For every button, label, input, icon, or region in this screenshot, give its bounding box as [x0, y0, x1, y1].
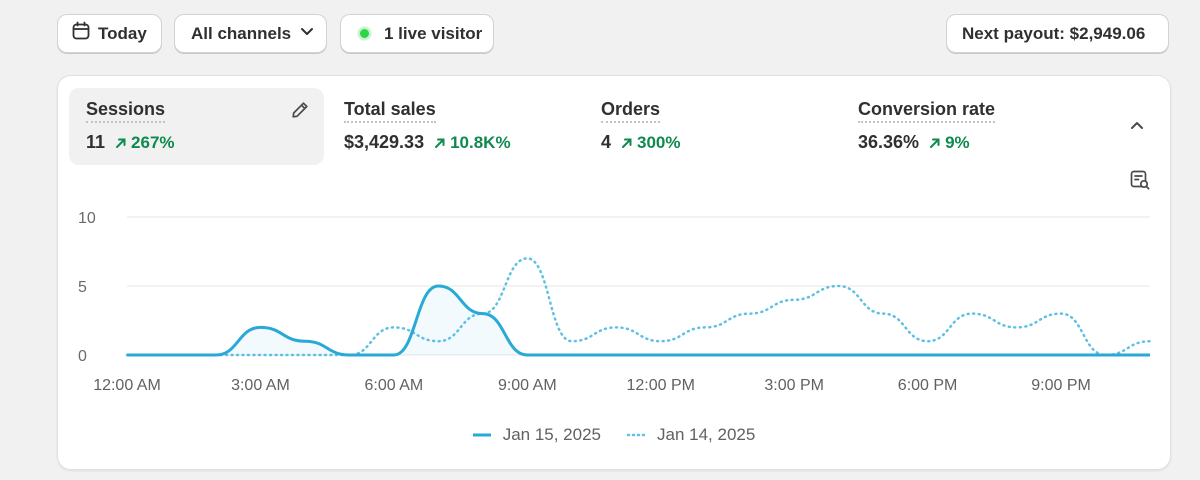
channels-dropdown[interactable]: All channels	[174, 14, 327, 53]
legend-label: Jan 15, 2025	[502, 425, 601, 444]
legend-item-current[interactable]: Jan 15, 2025	[472, 425, 601, 445]
x-tick-label: 9:00 AM	[498, 377, 557, 394]
metric-value: 4	[601, 132, 612, 152]
metric-change: 267%	[131, 132, 175, 152]
series-area-current	[127, 286, 1150, 355]
live-dot-icon	[358, 27, 371, 40]
next-payout-label: Next payout: $2,949.06	[962, 23, 1146, 43]
x-tick-label: 9:00 PM	[1031, 377, 1091, 394]
arrow-up-right-icon	[621, 137, 633, 149]
x-tick-label: 3:00 AM	[231, 377, 290, 394]
series-line-current	[127, 284, 1150, 357]
y-tick-label: 10	[78, 210, 96, 227]
today-button[interactable]: Today	[57, 14, 162, 53]
legend-swatch-dotted	[627, 433, 645, 437]
metric-conversion-rate[interactable]: Conversion rate 36.36% 9%	[841, 88, 1081, 165]
x-tick-label: 3:00 PM	[764, 377, 824, 394]
metric-value: $3,429.33	[344, 132, 425, 152]
metric-value: 11	[86, 132, 106, 152]
sessions-line-chart: 0 5 10 12:00 AM 3:00 AM 6:00 AM 9:00 AM 12:00 P…	[78, 210, 1152, 394]
metric-change: 9%	[945, 132, 970, 152]
chevron-up-icon[interactable]	[1127, 115, 1147, 140]
metric-title: Orders	[601, 99, 661, 123]
metric-title: Sessions	[86, 99, 166, 123]
pencil-icon[interactable]	[290, 100, 310, 125]
next-payout-button[interactable]: Next payout: $2,949.06	[946, 14, 1169, 53]
today-label: Today	[98, 23, 147, 43]
analyze-report-icon[interactable]	[1129, 169, 1151, 196]
metric-orders[interactable]: Orders 4 300%	[584, 88, 824, 165]
arrow-up-right-icon	[434, 137, 446, 149]
channels-label: All channels	[191, 23, 292, 43]
live-visitor-label: 1 live visitor	[384, 23, 483, 43]
y-tick-label: 0	[78, 348, 87, 365]
metric-total-sales[interactable]: Total sales $3,429.33 10.8K%	[327, 88, 567, 165]
calendar-icon	[71, 21, 91, 46]
chevron-down-icon	[299, 23, 315, 44]
arrow-up-right-icon	[115, 137, 127, 149]
metric-change: 10.8K%	[450, 132, 511, 152]
x-tick-label: 12:00 AM	[93, 377, 161, 394]
legend-swatch-solid	[472, 433, 491, 437]
legend-item-previous[interactable]: Jan 14, 2025	[627, 425, 755, 445]
metric-title: Total sales	[344, 99, 436, 123]
analytics-card: Sessions 11 267% Total sales $3,429.33 1…	[57, 75, 1171, 470]
arrow-up-right-icon	[929, 137, 941, 149]
metric-value: 36.36%	[858, 132, 920, 152]
metric-change: 300%	[637, 132, 681, 152]
series-line-previous	[125, 257, 1152, 357]
live-visitor-button[interactable]: 1 live visitor	[340, 14, 494, 53]
x-tick-label: 12:00 PM	[626, 377, 694, 394]
x-tick-label: 6:00 AM	[365, 377, 424, 394]
chart-legend: Jan 15, 2025 Jan 14, 2025	[58, 425, 1170, 445]
metric-title: Conversion rate	[858, 99, 996, 123]
x-tick-label: 6:00 PM	[898, 377, 958, 394]
metric-sessions[interactable]: Sessions 11 267%	[69, 88, 324, 165]
y-tick-label: 5	[78, 279, 87, 296]
legend-label: Jan 14, 2025	[657, 425, 756, 444]
